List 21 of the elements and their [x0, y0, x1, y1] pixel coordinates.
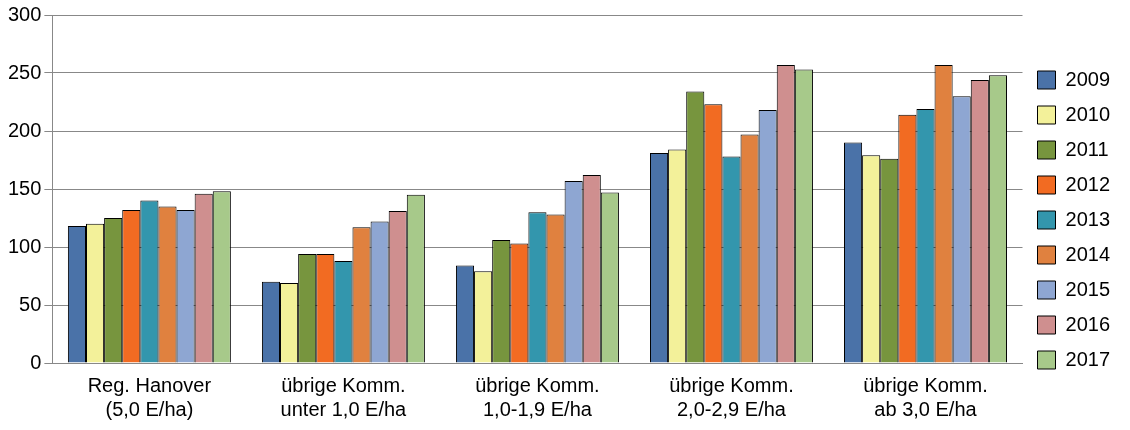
legend-label: 2011 [1065, 137, 1109, 160]
x-tick-label: Reg. Hanover (5,0 E/ha) [87, 373, 212, 420]
x-tick-label: übrige Komm. 1,0-1,9 E/ha [475, 373, 600, 420]
legend-label: 2010 [1065, 102, 1111, 125]
y-tick-label: 200 [7, 118, 42, 141]
y-tick-label: 100 [7, 234, 42, 257]
legend-label: 2015 [1065, 277, 1111, 300]
y-tick-label: 50 [19, 292, 42, 315]
legend-label: 2016 [1065, 312, 1111, 335]
x-tick-label: übrige Komm. unter 1,0 E/ha [280, 373, 408, 420]
x-tick-label: übrige Komm. 2,0-2,9 E/ha [669, 373, 794, 420]
legend-label: 2012 [1065, 172, 1111, 195]
y-tick-label: 0 [30, 350, 42, 373]
y-tick-label: 250 [7, 60, 42, 83]
x-tick-label: übrige Komm. ab 3,0 E/ha [863, 373, 988, 420]
legend-label: 2017 [1065, 347, 1111, 370]
legend-label: 2014 [1065, 242, 1111, 265]
legend-label: 2013 [1065, 207, 1111, 230]
y-tick-label: 300 [7, 2, 42, 25]
legend-label: 2009 [1065, 67, 1111, 90]
y-tick-label: 150 [7, 176, 42, 199]
